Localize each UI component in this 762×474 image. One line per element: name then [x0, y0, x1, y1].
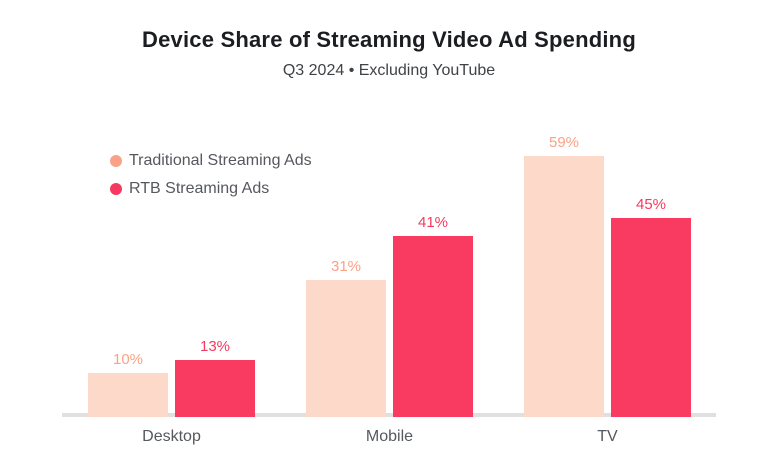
legend-label: Traditional Streaming Ads — [129, 152, 312, 169]
bar-traditional-streaming-ads-mobile — [306, 280, 386, 417]
legend: Traditional Streaming Ads RTB Streaming A… — [110, 147, 312, 203]
value-label-rtb-streaming-ads-mobile: 41% — [417, 214, 449, 231]
legend-item-rtb-streaming-ads: RTB Streaming Ads — [110, 175, 312, 203]
value-label-traditional-streaming-ads-tv: 59% — [548, 134, 580, 151]
legend-dot-icon — [110, 155, 122, 167]
legend-dot-icon — [110, 183, 122, 195]
bar-rtb-streaming-ads-desktop — [175, 360, 255, 417]
value-label-traditional-streaming-ads-desktop: 10% — [112, 351, 144, 368]
bar-rtb-streaming-ads-mobile — [393, 236, 473, 417]
value-label-rtb-streaming-ads-desktop: 13% — [199, 338, 231, 355]
chart-subtitle: Q3 2024 • Excluding YouTube — [282, 62, 496, 79]
bar-traditional-streaming-ads-tv — [524, 156, 604, 417]
chart-title: Device Share of Streaming Video Ad Spend… — [142, 27, 636, 52]
value-label-traditional-streaming-ads-mobile: 31% — [330, 258, 362, 275]
value-label-rtb-streaming-ads-tv: 45% — [635, 196, 667, 213]
chart-header: Device Share of Streaming Video Ad Spend… — [62, 0, 716, 80]
bar-rtb-streaming-ads-tv — [611, 218, 691, 417]
legend-label: RTB Streaming Ads — [129, 180, 270, 197]
legend-item-traditional-streaming-ads: Traditional Streaming Ads — [110, 147, 312, 175]
bar-traditional-streaming-ads-desktop — [88, 373, 168, 417]
x-axis-line — [62, 413, 716, 417]
